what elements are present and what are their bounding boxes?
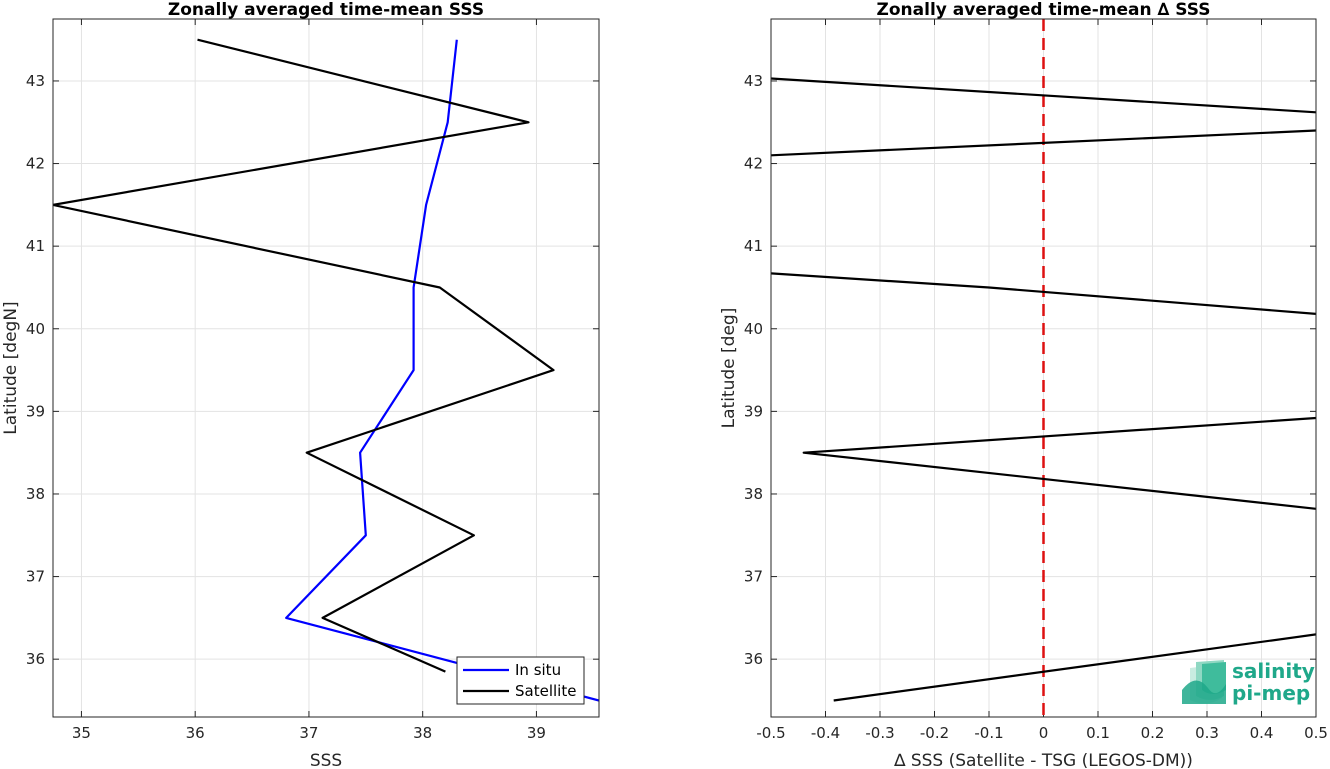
y-tick-label: 39 [744,402,763,420]
ticks: 35 36 37 38 39 36 37 38 39 40 41 42 43 [26,19,599,742]
logo-icon [1182,660,1226,704]
y-tick-label: 41 [26,237,45,255]
series-line-delta-1 [771,129,1316,157]
y-tick-label: 38 [744,485,763,503]
y-tick-label: 43 [744,72,763,90]
x-tick-label: 39 [527,724,546,742]
axes-frame [770,18,1317,718]
chart-title: Zonally averaged time-mean SSS [168,0,484,20]
y-tick-label: 38 [26,485,45,503]
y-axis-label: Latitude [deg] [719,308,739,429]
x-tick-label: -0.4 [811,724,840,742]
axes-frame [52,18,600,718]
x-tick-label: 0.3 [1195,724,1219,742]
y-axis-label: Latitude [degN] [1,301,21,434]
legend-label: Satellite [515,682,576,700]
right-axes: -0.5 -0.4 -0.3 -0.2 -0.1 0 0.1 0.2 0.3 0.4 0.5 36 37… [719,0,1328,769]
y-tick-label: 37 [26,568,45,586]
plot-area [53,19,599,717]
x-tick-label: 35 [72,724,91,742]
series-line-delta-4 [833,633,1316,702]
x-tick-label: -0.1 [974,724,1003,742]
x-tick-label: 36 [186,724,205,742]
legend: In situ Satellite [456,656,585,705]
y-tick-label: 42 [26,155,45,173]
x-tick-label: 0.2 [1141,724,1165,742]
y-tick-label: 36 [744,650,763,668]
series-line-delta-0 [771,77,1316,114]
y-tick-label: 42 [744,155,763,173]
series-line-delta-2 [771,272,1316,315]
y-tick-label: 37 [744,568,763,586]
x-tick-label: 0.4 [1250,724,1274,742]
legend-box [456,656,585,705]
x-axis-label: ∆ SSS (Satellite - TSG (LEGOS-DM)) [893,751,1193,769]
x-tick-label: -0.2 [920,724,949,742]
y-tick-label: 43 [26,72,45,90]
y-tick-label: 40 [26,320,45,338]
x-axis-label: SSS [310,751,342,769]
y-tick-label: 41 [744,237,763,255]
x-tick-label: 38 [413,724,432,742]
x-tick-label: -0.5 [756,724,785,742]
logo-line2: pi-mep [1232,681,1310,705]
left-axes: 35 36 37 38 39 36 37 38 39 40 41 42 43 Zonally averag… [1,0,600,769]
salinity-pimep-logo: salinity pi-mep [1182,659,1315,705]
x-tick-label: 37 [299,724,318,742]
series-line-satellite [53,38,555,673]
x-tick-label: 0.5 [1304,724,1328,742]
y-tick-label: 39 [26,402,45,420]
chart-title: Zonally averaged time-mean ∆ SSS [877,0,1211,20]
x-tick-label: 0.1 [1086,724,1110,742]
series-layer [53,38,599,702]
y-tick-label: 40 [744,320,763,338]
x-tick-label: 0 [1039,724,1049,742]
series-layer [771,19,1316,717]
y-tick-label: 36 [26,650,45,668]
legend-label: In situ [515,661,561,679]
x-tick-label: -0.3 [865,724,894,742]
series-line-delta-3 [802,416,1316,510]
logo-line1: salinity [1232,659,1315,683]
